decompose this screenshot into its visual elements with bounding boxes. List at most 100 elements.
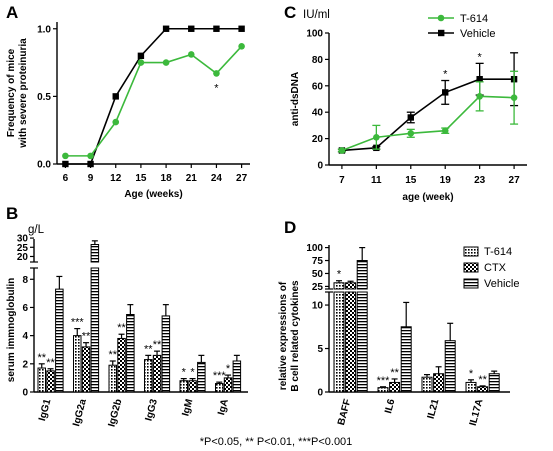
a-series-1-point — [137, 59, 145, 66]
d-bar — [400, 326, 412, 393]
a-series-1-point — [112, 118, 120, 126]
b-x-tick-label: IgG1 — [37, 398, 53, 423]
b-x-tick-label: IgA — [216, 398, 231, 416]
a-series-1-point — [87, 152, 94, 160]
d-bar — [356, 291, 368, 393]
d-bar — [333, 291, 345, 393]
b-bar — [179, 380, 188, 393]
c-series-0-point — [441, 127, 449, 134]
d-x-tick-label: IL21 — [426, 398, 442, 421]
b-bar — [144, 359, 153, 393]
b-bar — [215, 383, 224, 393]
b-significance-star: *** — [71, 317, 85, 329]
d-y-tick-label: 50 — [312, 269, 324, 280]
b-significance-star: * — [226, 363, 231, 375]
a-series-0-point — [162, 25, 170, 32]
a-x-tick-label: 18 — [161, 173, 173, 184]
b-x-tick-label: IgG2b — [106, 398, 124, 428]
d-y-axis-title-line1: relative expressions of — [278, 281, 289, 390]
b-significance-star: ** — [82, 331, 91, 343]
c-x-tick-label: 7 — [339, 175, 345, 186]
b-bar — [46, 370, 55, 393]
d-y-tick-label: 100 — [306, 243, 323, 254]
panel-label-c: C — [284, 3, 296, 22]
c-series-0-point — [476, 93, 483, 100]
b-x-tick-label: IgG2a — [71, 398, 89, 428]
c-series-1-point — [407, 114, 414, 121]
b-bar — [223, 377, 233, 393]
a-x-tick-label: 21 — [186, 173, 198, 184]
d-y-tick-label: 5 — [317, 344, 323, 355]
a-y-axis-title-line2: with severe proteinuria — [18, 38, 29, 149]
b-bar — [108, 364, 117, 393]
c-unit-label: IU/ml — [303, 9, 330, 21]
d-x-tick-label: IL6 — [383, 398, 397, 415]
d-y-tick-label: 0 — [317, 388, 323, 399]
d-bar — [433, 373, 445, 393]
c-legend-label: T-614 — [460, 13, 488, 25]
d-bar — [488, 373, 500, 393]
a-x-tick-label: 6 — [63, 173, 69, 184]
b-significance-star: ** — [37, 352, 46, 364]
a-series-1-point — [62, 152, 69, 160]
b-significance-star: ** — [46, 357, 55, 369]
panel-label-b: B — [6, 204, 18, 223]
d-y-axis-title-line2: B cell related cytokines — [290, 280, 301, 392]
c-x-axis-title: age (week) — [402, 192, 453, 203]
d-legend-swatch — [463, 278, 479, 289]
d-bar — [444, 340, 456, 393]
a-x-tick-label: 12 — [110, 173, 122, 184]
a-x-tick-label: 15 — [135, 173, 147, 184]
b-bar-upper — [90, 244, 100, 263]
d-legend-label: T-614 — [484, 246, 512, 258]
c-series-1-point — [476, 76, 483, 83]
d-bar — [477, 386, 489, 393]
a-y-tick-label: 0.5 — [37, 92, 51, 103]
b-significance-star: ** — [153, 339, 162, 351]
d-legend-swatch — [463, 246, 479, 257]
b-x-tick-label: IgG3 — [144, 398, 160, 423]
a-series-0-point — [137, 52, 145, 60]
c-x-tick-label: 11 — [371, 175, 382, 186]
d-legend-swatch — [463, 262, 479, 273]
c-y-tick-label: 100 — [306, 29, 323, 40]
c-significance-star: * — [478, 51, 483, 63]
c-series-0-point — [407, 130, 415, 137]
panel-label-d: D — [284, 218, 296, 237]
b-significance-star: * — [190, 367, 195, 379]
c-y-axis-title: anti-dsDNA — [290, 72, 301, 126]
a-series-0-point — [62, 160, 69, 168]
b-y-tick-label: 4 — [22, 331, 28, 342]
a-series-0-point — [112, 93, 119, 100]
a-series-0-point — [213, 25, 220, 32]
b-bar — [37, 367, 46, 393]
d-significance-star: ** — [390, 367, 399, 379]
c-series-0-line — [341, 95, 515, 152]
d-bar — [465, 381, 477, 393]
d-bar-upper — [356, 260, 368, 290]
a-series-1-point — [213, 70, 220, 77]
d-significance-star: * — [337, 269, 342, 281]
c-series-0-point — [510, 94, 518, 101]
a-series-0-line — [65, 27, 242, 165]
a-series-1-point — [187, 51, 195, 58]
c-legend-marker — [437, 14, 445, 22]
b-bar — [55, 288, 64, 393]
b-y-tick-label: 30 — [17, 234, 29, 245]
a-x-tick-label: 24 — [211, 173, 223, 184]
b-significance-star: *** — [213, 370, 227, 382]
b-bar — [161, 315, 171, 393]
b-significance-star: * — [182, 367, 187, 379]
d-significance-star: ** — [478, 374, 487, 386]
d-bar — [345, 291, 357, 393]
c-series-1-point — [442, 89, 449, 96]
c-x-tick-label: 15 — [405, 175, 417, 186]
a-series-1-point — [162, 59, 170, 66]
d-significance-star: * — [469, 368, 474, 380]
d-y-tick-label: 75 — [312, 256, 324, 267]
a-series-0-point — [188, 25, 195, 32]
a-y-tick-label: 0.0 — [37, 160, 51, 171]
b-bar — [232, 360, 242, 393]
c-series-1-line — [341, 78, 515, 152]
b-y-tick-label: 25 — [17, 243, 29, 254]
